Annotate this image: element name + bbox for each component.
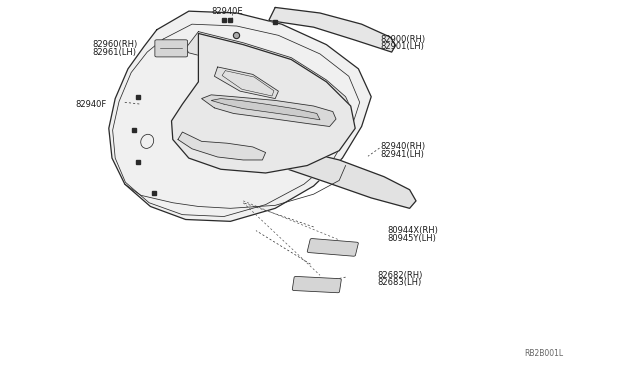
Text: 80945Y(LH): 80945Y(LH) <box>387 234 436 243</box>
Text: 82940F: 82940F <box>76 100 107 109</box>
Text: 82683(LH): 82683(LH) <box>378 278 422 287</box>
Text: 82941(LH): 82941(LH) <box>381 150 425 159</box>
FancyBboxPatch shape <box>292 276 341 293</box>
Text: 82901(LH): 82901(LH) <box>381 42 425 51</box>
Text: 82940E: 82940E <box>211 7 243 16</box>
Text: 82961(LH): 82961(LH) <box>93 48 137 57</box>
Text: 82940(RH): 82940(RH) <box>381 142 426 151</box>
Polygon shape <box>269 7 396 52</box>
Text: 82960(RH): 82960(RH) <box>93 40 138 49</box>
FancyBboxPatch shape <box>307 238 358 256</box>
Text: RB2B001L: RB2B001L <box>524 349 563 358</box>
Polygon shape <box>202 95 336 126</box>
Polygon shape <box>282 151 416 208</box>
Polygon shape <box>172 33 355 173</box>
Text: 82682(RH): 82682(RH) <box>378 271 423 280</box>
Polygon shape <box>109 11 371 221</box>
Polygon shape <box>178 132 266 160</box>
Polygon shape <box>214 67 278 99</box>
Polygon shape <box>186 32 351 113</box>
FancyBboxPatch shape <box>155 40 188 57</box>
Polygon shape <box>211 99 320 120</box>
Text: 82900(RH): 82900(RH) <box>381 35 426 44</box>
Text: 80944X(RH): 80944X(RH) <box>387 226 438 235</box>
